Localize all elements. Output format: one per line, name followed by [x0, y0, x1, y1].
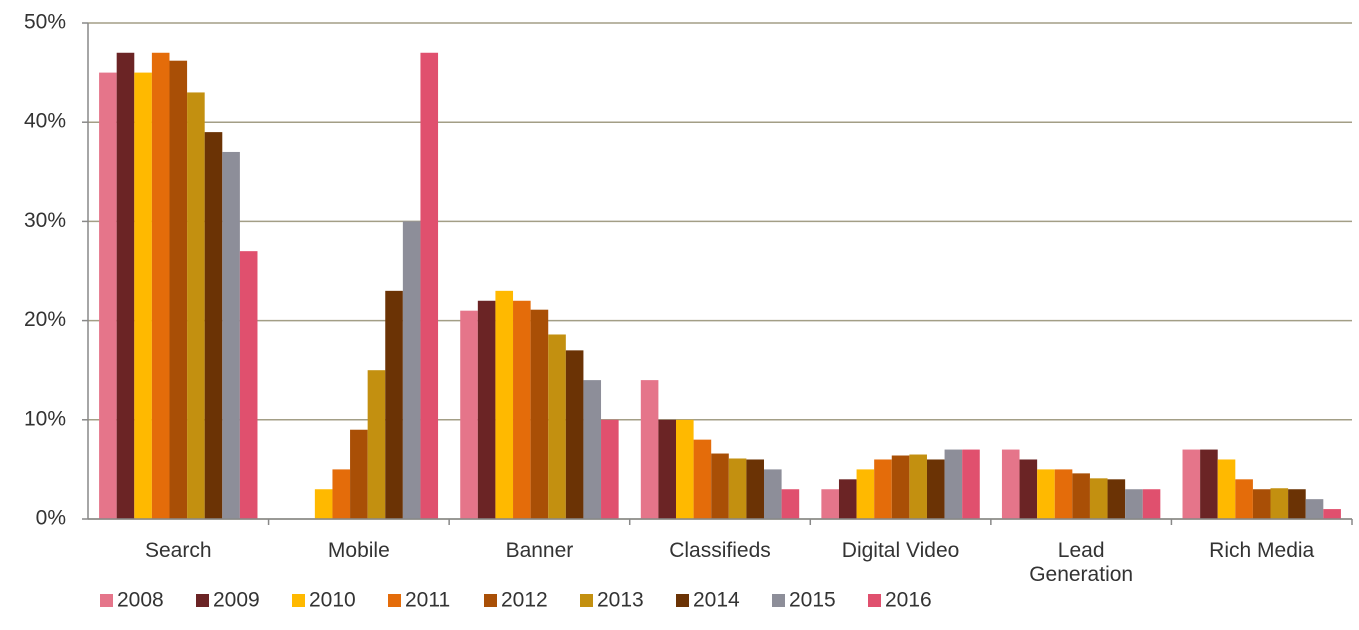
legend-label: 2014 [693, 589, 740, 612]
x-tick-label: Mobile [327, 539, 390, 562]
bar [728, 458, 747, 519]
bar [1142, 489, 1161, 519]
bar [746, 459, 764, 519]
x-tick-label: Digital Video [841, 539, 960, 562]
legend-swatch [388, 594, 401, 607]
bar [1182, 449, 1201, 519]
bar [513, 300, 531, 519]
bar [693, 439, 712, 519]
bar [711, 453, 729, 519]
bar [676, 419, 694, 519]
legend-swatch [772, 594, 785, 607]
bar [332, 469, 351, 519]
bar [239, 251, 258, 519]
legend-swatch [292, 594, 305, 607]
bar [926, 459, 945, 519]
bar [134, 72, 152, 519]
bar [116, 52, 135, 519]
bar [1037, 469, 1055, 519]
x-tick-label: Classifieds [669, 539, 771, 562]
x-tick-label: Lead Generation [1029, 539, 1134, 586]
legend-swatch [100, 594, 113, 607]
legend-swatch [580, 594, 593, 607]
y-tick-label: 30% [24, 209, 66, 232]
legend-label: 2012 [501, 589, 548, 612]
bar [151, 52, 170, 519]
bar [1054, 469, 1073, 519]
bar [99, 72, 117, 519]
bar [874, 459, 892, 519]
bar [1001, 449, 1020, 519]
bar [1107, 479, 1126, 519]
legend-swatch [196, 594, 209, 607]
bar [583, 380, 602, 519]
y-tick-label: 20% [24, 308, 66, 331]
bar [1089, 478, 1108, 519]
x-tick-label: Rich Media [1209, 539, 1315, 562]
bar [1235, 479, 1253, 519]
bar [187, 92, 205, 519]
legend-label: 2015 [789, 589, 836, 612]
bar [1019, 459, 1038, 519]
y-tick-label: 0% [36, 507, 66, 530]
bar [350, 429, 368, 519]
bar [385, 290, 403, 519]
bar [477, 300, 496, 519]
y-tick-label: 50% [24, 11, 66, 34]
bar [169, 60, 188, 520]
bar [601, 419, 619, 519]
legend-label: 2013 [597, 589, 644, 612]
bar [314, 489, 333, 519]
bar [204, 132, 223, 519]
bar [764, 469, 782, 519]
bar [1288, 489, 1306, 519]
bar [495, 290, 514, 519]
bar [1270, 488, 1289, 519]
bar [222, 151, 240, 519]
bar [565, 350, 584, 519]
bar [640, 380, 659, 519]
bar [658, 419, 676, 519]
legend-swatch [676, 594, 689, 607]
legend-label: 2009 [213, 589, 260, 612]
legend-swatch [484, 594, 497, 607]
bar [460, 310, 478, 519]
bar [944, 449, 963, 519]
legend-label: 2010 [309, 589, 356, 612]
bar [1072, 473, 1090, 519]
bar [838, 479, 857, 519]
bar [781, 489, 800, 519]
x-tick-label: Banner [505, 539, 574, 562]
legend-label: 2016 [885, 589, 932, 612]
y-tick-label: 40% [24, 110, 66, 133]
bar [420, 52, 439, 519]
bar [821, 489, 839, 519]
x-tick-label: Search [145, 539, 212, 562]
bar [1323, 509, 1341, 519]
bar [367, 370, 386, 519]
bar [1305, 499, 1324, 519]
bar [1125, 489, 1143, 519]
bar [530, 309, 549, 519]
bar [909, 454, 927, 519]
bar [1217, 459, 1236, 519]
legend-swatch [868, 594, 881, 607]
y-tick-label: 10% [24, 407, 66, 430]
bar [548, 334, 566, 519]
bar [891, 455, 910, 519]
bar [1200, 449, 1218, 519]
bar [856, 469, 875, 519]
legend-label: 2011 [405, 589, 450, 612]
bar [402, 221, 421, 519]
bar [1252, 489, 1271, 519]
bar [962, 449, 980, 519]
legend-label: 2008 [117, 589, 164, 612]
